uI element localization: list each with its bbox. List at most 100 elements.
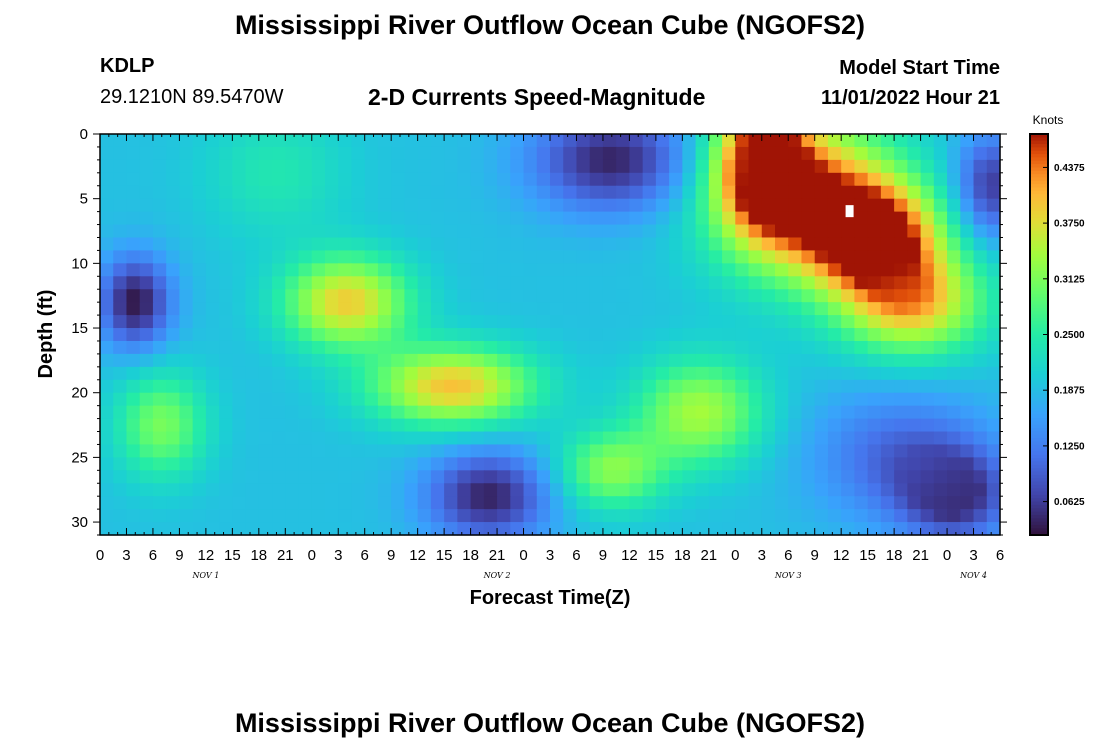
heatmap-cell (444, 302, 458, 316)
heatmap-cell (682, 509, 697, 523)
heatmap-cell (986, 263, 1001, 277)
heatmap-cell (669, 366, 683, 381)
heatmap-cell (338, 134, 353, 148)
heatmap-cell (364, 366, 379, 381)
heatmap-cell (814, 483, 829, 497)
heatmap-cell (391, 198, 406, 213)
heatmap-cell (801, 159, 816, 174)
heatmap-cell (642, 418, 657, 433)
heatmap-cell (642, 237, 657, 252)
heatmap-cell (589, 483, 604, 497)
heatmap-cell (205, 366, 220, 381)
heatmap-cell (629, 146, 644, 161)
heatmap-cell (126, 250, 141, 264)
heatmap-cell (113, 379, 128, 394)
heatmap-cell (722, 198, 736, 213)
heatmap-cell (417, 470, 432, 484)
heatmap-cell (298, 146, 313, 161)
heatmap-cell (788, 431, 803, 446)
heatmap-cell (616, 224, 631, 239)
heatmap-cell (867, 483, 882, 497)
heatmap-cell (708, 146, 723, 161)
heatmap-cell (497, 483, 511, 497)
heatmap-cell (404, 315, 419, 329)
x-tick-label: 21 (277, 547, 294, 564)
heatmap-cell (417, 509, 432, 523)
heatmap-cell (695, 198, 710, 213)
heatmap-cell (404, 289, 419, 303)
heatmap-cell (563, 134, 578, 148)
heatmap-cell (152, 224, 167, 239)
heatmap-cell (205, 328, 220, 342)
heatmap-cell (100, 483, 114, 497)
heatmap-cell (788, 159, 803, 174)
heatmap-cell (470, 276, 485, 290)
heatmap-cell (735, 418, 750, 433)
heatmap-cell (391, 185, 406, 200)
heatmap-cell (219, 431, 233, 446)
heatmap-cell (311, 379, 326, 394)
heatmap-cell (258, 366, 273, 381)
heatmap-cell (497, 470, 511, 484)
heatmap-cell (139, 198, 154, 213)
heatmap-cell (550, 146, 564, 161)
heatmap-cell (920, 353, 935, 368)
heatmap-cell (113, 211, 128, 226)
heatmap-cell (126, 509, 141, 523)
heatmap-cell (404, 172, 419, 187)
heatmap-cell (933, 198, 948, 213)
heatmap-cell (100, 522, 114, 536)
heatmap-cell (722, 509, 736, 523)
heatmap-cell (497, 379, 511, 394)
heatmap-cell (258, 263, 273, 277)
heatmap-cell (444, 185, 458, 200)
heatmap-cell (642, 289, 657, 303)
heatmap-cell (602, 340, 617, 355)
heatmap-cell (854, 509, 869, 523)
heatmap-cell (880, 496, 895, 510)
colorbar-swatch (1030, 194, 1048, 199)
heatmap-cell (682, 379, 697, 394)
heatmap-cell (960, 198, 975, 213)
heatmap-cell (708, 159, 723, 174)
heatmap-cell (219, 405, 233, 420)
colorbar-swatch (1030, 351, 1048, 356)
heatmap-cell (695, 483, 710, 497)
heatmap-cell (775, 483, 789, 497)
heatmap-cell (523, 522, 538, 536)
heatmap-cell (960, 172, 975, 187)
heatmap-cell (152, 366, 167, 381)
heatmap-cell (457, 457, 472, 471)
heatmap-cell (576, 224, 591, 239)
heatmap-cell (894, 522, 908, 536)
heatmap-cell (166, 250, 181, 264)
x-tick-label: 9 (599, 547, 607, 564)
heatmap-cell (801, 457, 816, 471)
heatmap-cell (907, 431, 922, 446)
heatmap-cell (973, 379, 988, 394)
heatmap-cell (775, 198, 789, 213)
heatmap-cell (285, 392, 300, 407)
heatmap-cell (166, 496, 181, 510)
heatmap-cell (285, 353, 300, 368)
heatmap-cell (404, 276, 419, 290)
heatmap-cell (483, 250, 498, 264)
heatmap-cell (669, 159, 683, 174)
heatmap-cell (748, 302, 763, 316)
heatmap-cell (894, 405, 908, 420)
heatmap-cell (722, 315, 736, 329)
heatmap-cell (232, 392, 247, 407)
heatmap-cell (695, 418, 710, 433)
heatmap-cell (377, 134, 392, 148)
heatmap-cell (510, 134, 525, 148)
heatmap-cell (867, 224, 882, 239)
heatmap-cell (841, 328, 856, 342)
heatmap-cell (219, 522, 233, 536)
heatmap-cell (113, 340, 128, 355)
heatmap-cell (788, 405, 803, 420)
heatmap-cell (655, 315, 670, 329)
heatmap-cell (642, 328, 657, 342)
heatmap-cell (497, 159, 511, 174)
heatmap-cell (960, 405, 975, 420)
colorbar-swatch (1030, 144, 1048, 148)
